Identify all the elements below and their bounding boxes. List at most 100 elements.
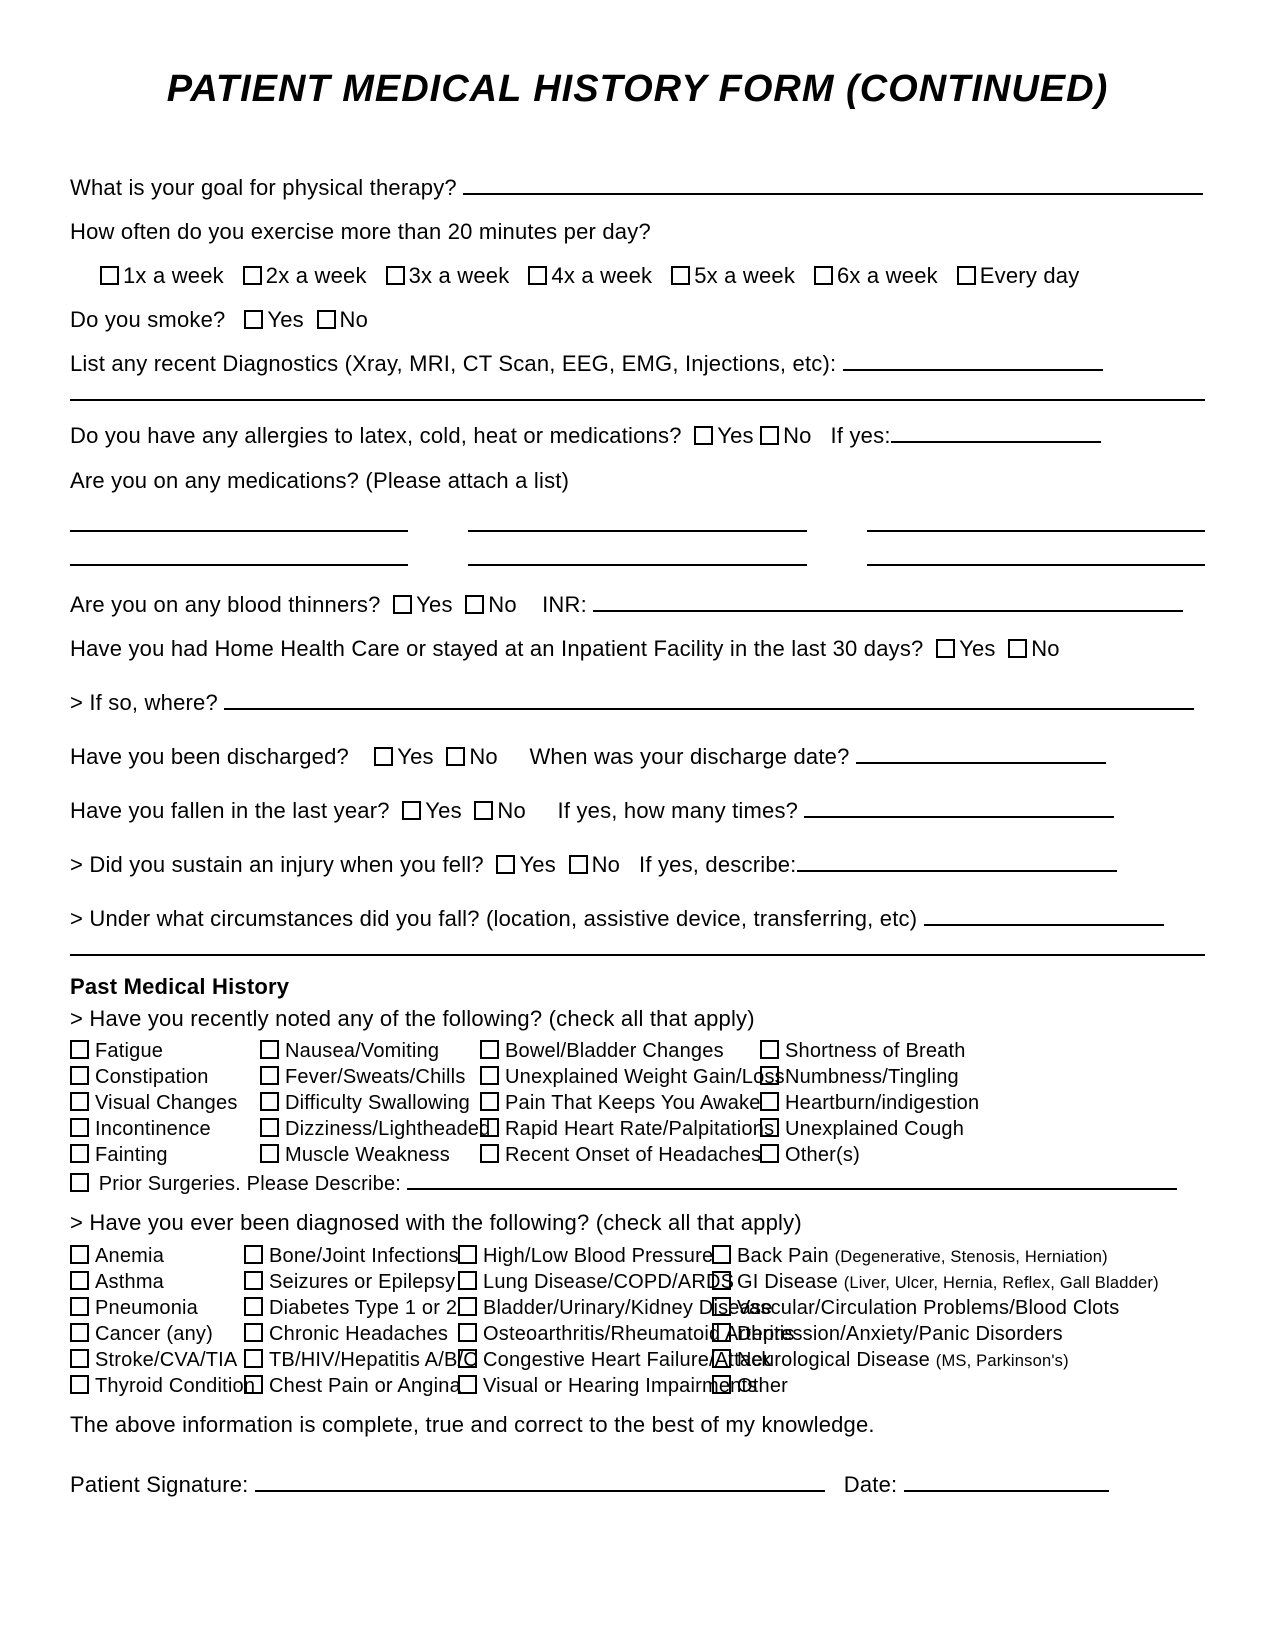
inj-yes-checkbox[interactable] bbox=[496, 855, 515, 874]
diag-label: Pneumonia bbox=[95, 1297, 198, 1319]
dischdate-blank[interactable] bbox=[856, 741, 1106, 764]
fall-no-checkbox[interactable] bbox=[474, 801, 493, 820]
falltimes-blank[interactable] bbox=[804, 795, 1114, 818]
diag-checkbox[interactable] bbox=[70, 1323, 89, 1342]
diag-checkbox[interactable] bbox=[244, 1297, 263, 1316]
noted-checkbox[interactable] bbox=[260, 1144, 279, 1163]
disch-no-checkbox[interactable] bbox=[446, 747, 465, 766]
diag-checkbox[interactable] bbox=[458, 1349, 477, 1368]
diag-checkbox[interactable] bbox=[712, 1271, 731, 1290]
diag-checkbox[interactable] bbox=[70, 1271, 89, 1290]
noted-checkbox[interactable] bbox=[70, 1118, 89, 1137]
med-blank[interactable] bbox=[468, 508, 806, 532]
goal-blank[interactable] bbox=[463, 172, 1203, 195]
surg-blank[interactable] bbox=[407, 1169, 1177, 1190]
diag-checkbox[interactable] bbox=[70, 1245, 89, 1264]
q-falltimes-label: If yes, how many times? bbox=[558, 798, 799, 823]
exercise-checkbox[interactable] bbox=[671, 266, 690, 285]
exercise-opt-label: 5x a week bbox=[694, 263, 795, 288]
noted-checkbox[interactable] bbox=[480, 1040, 499, 1059]
inj-no-checkbox[interactable] bbox=[569, 855, 588, 874]
thinners-no-checkbox[interactable] bbox=[465, 595, 484, 614]
noted-cell: Unexplained Cough bbox=[760, 1118, 1205, 1141]
noted-checkbox[interactable] bbox=[70, 1092, 89, 1111]
q-circ-label: > Under what circumstances did you fall?… bbox=[70, 906, 917, 931]
hh-no-checkbox[interactable] bbox=[1008, 639, 1027, 658]
allergy-blank[interactable] bbox=[891, 420, 1101, 443]
exercise-checkbox[interactable] bbox=[814, 266, 833, 285]
noted-checkbox[interactable] bbox=[260, 1040, 279, 1059]
diag-checkbox[interactable] bbox=[244, 1375, 263, 1394]
diag-checkbox[interactable] bbox=[712, 1297, 731, 1316]
inr-blank[interactable] bbox=[593, 589, 1183, 612]
diag-checkbox[interactable] bbox=[244, 1323, 263, 1342]
noted-checkbox[interactable] bbox=[760, 1092, 779, 1111]
diag-checkbox[interactable] bbox=[458, 1245, 477, 1264]
form-page: PATIENT MEDICAL HISTORY FORM (CONTINUED)… bbox=[0, 0, 1275, 1650]
diag-cell: Bone/Joint Infections bbox=[244, 1245, 454, 1268]
noted-checkbox[interactable] bbox=[260, 1092, 279, 1111]
med-blank[interactable] bbox=[70, 508, 408, 532]
med-blank[interactable] bbox=[70, 542, 408, 566]
diag-checkbox[interactable] bbox=[244, 1349, 263, 1368]
allergy-yes-checkbox[interactable] bbox=[694, 426, 713, 445]
noted-checkbox[interactable] bbox=[480, 1144, 499, 1163]
noted-checkbox[interactable] bbox=[260, 1066, 279, 1085]
exercise-checkbox[interactable] bbox=[386, 266, 405, 285]
med-blank[interactable] bbox=[468, 542, 806, 566]
noted-checkbox[interactable] bbox=[760, 1040, 779, 1059]
date-blank[interactable] bbox=[904, 1469, 1109, 1492]
diag-cell: Seizures or Epilepsy bbox=[244, 1271, 454, 1294]
disch-yes-checkbox[interactable] bbox=[374, 747, 393, 766]
thinners-yes-checkbox[interactable] bbox=[393, 595, 412, 614]
hh-yes-checkbox[interactable] bbox=[936, 639, 955, 658]
noted-checkbox[interactable] bbox=[760, 1144, 779, 1163]
noted-checkbox[interactable] bbox=[70, 1040, 89, 1059]
diag-checkbox[interactable] bbox=[244, 1245, 263, 1264]
diag-checkbox[interactable] bbox=[712, 1323, 731, 1342]
exercise-checkbox[interactable] bbox=[243, 266, 262, 285]
exercise-checkbox[interactable] bbox=[957, 266, 976, 285]
noted-checkbox[interactable] bbox=[260, 1118, 279, 1137]
noted-label: Constipation bbox=[95, 1066, 209, 1088]
noted-cell: Pain That Keeps You Awake bbox=[480, 1092, 750, 1115]
circ-blank[interactable] bbox=[924, 903, 1164, 926]
fall-yes-checkbox[interactable] bbox=[402, 801, 421, 820]
diag-blank[interactable] bbox=[843, 348, 1103, 371]
injdesc-blank[interactable] bbox=[797, 849, 1117, 872]
diag-checkbox[interactable] bbox=[712, 1245, 731, 1264]
sig-blank[interactable] bbox=[255, 1469, 825, 1492]
exercise-checkbox[interactable] bbox=[528, 266, 547, 285]
smoke-no-checkbox[interactable] bbox=[317, 310, 336, 329]
noted-checkbox[interactable] bbox=[70, 1066, 89, 1085]
med-blank[interactable] bbox=[867, 542, 1205, 566]
diag-checkbox[interactable] bbox=[458, 1375, 477, 1394]
where-blank[interactable] bbox=[224, 687, 1194, 710]
diag-checkbox[interactable] bbox=[70, 1375, 89, 1394]
diag-checkbox[interactable] bbox=[70, 1297, 89, 1316]
noted-checkbox[interactable] bbox=[760, 1066, 779, 1085]
noted-checkbox[interactable] bbox=[480, 1092, 499, 1111]
diag-cell: Asthma bbox=[70, 1271, 240, 1294]
med-blank[interactable] bbox=[867, 508, 1205, 532]
allergy-no-checkbox[interactable] bbox=[760, 426, 779, 445]
diag-checkbox[interactable] bbox=[244, 1271, 263, 1290]
diag-checkbox[interactable] bbox=[458, 1297, 477, 1316]
smoke-yes-checkbox[interactable] bbox=[244, 310, 263, 329]
diag-checkbox[interactable] bbox=[458, 1323, 477, 1342]
surg-line: Prior Surgeries. Please Describe: bbox=[70, 1169, 1205, 1196]
noted-checkbox[interactable] bbox=[480, 1066, 499, 1085]
diag-checkbox[interactable] bbox=[70, 1349, 89, 1368]
q-where-label: > If so, where? bbox=[70, 690, 218, 715]
surg-checkbox[interactable] bbox=[70, 1173, 89, 1192]
diag-label: Cancer (any) bbox=[95, 1323, 213, 1345]
noted-checkbox[interactable] bbox=[70, 1144, 89, 1163]
exercise-checkbox[interactable] bbox=[100, 266, 119, 285]
noted-checkbox[interactable] bbox=[760, 1118, 779, 1137]
noted-cell: Other(s) bbox=[760, 1144, 1205, 1167]
diag-checkbox[interactable] bbox=[712, 1375, 731, 1394]
diag-checkbox[interactable] bbox=[712, 1349, 731, 1368]
diag-checkbox[interactable] bbox=[458, 1271, 477, 1290]
noted-label: Fainting bbox=[95, 1144, 168, 1166]
noted-checkbox[interactable] bbox=[480, 1118, 499, 1137]
